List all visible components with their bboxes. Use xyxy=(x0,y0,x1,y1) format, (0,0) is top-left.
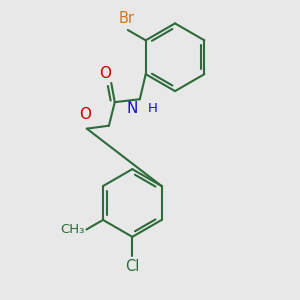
Text: Cl: Cl xyxy=(125,259,140,274)
Text: Br: Br xyxy=(118,11,134,26)
Text: O: O xyxy=(79,107,91,122)
Text: CH₃: CH₃ xyxy=(61,223,85,236)
Text: N: N xyxy=(127,101,138,116)
Text: O: O xyxy=(99,66,111,81)
Text: H: H xyxy=(148,102,158,115)
